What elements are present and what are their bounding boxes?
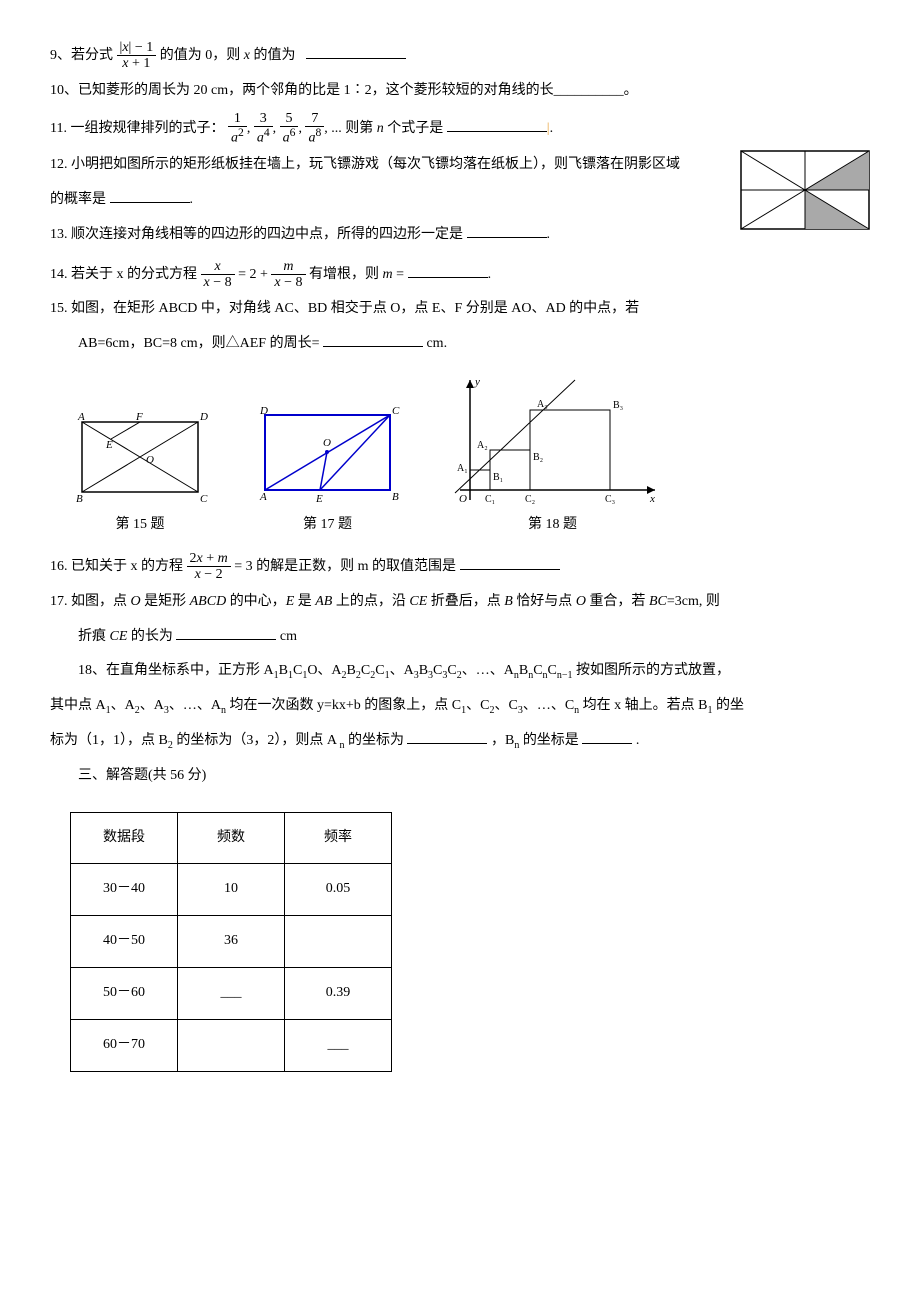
svg-text:O: O [323,437,331,449]
question-15a: 15. 如图，在矩形 ABCD 中，对角线 AC、BD 相交于点 O，点 E、F… [50,294,870,325]
seq-4: 7a8 [305,111,324,146]
q17-blank [176,625,276,640]
q9-fraction: |x| − 1 x + 1 [117,40,157,72]
fig-label-17: 第 17 题 [250,510,405,541]
q15-blank [323,332,423,347]
q9-den: x + 1 [117,56,157,71]
svg-text:y: y [474,376,480,388]
question-18b: 其中点 A1、A2、A3、…、An 均在一次函数 y=kx+b 的图象上，点 C… [50,691,870,722]
table-row: 60－70 ___ [71,1019,392,1071]
q16-frac: 2x + mx − 2 [187,551,231,583]
q12-blank [110,188,190,203]
fig12-svg [740,150,870,230]
q9-prefix: 9、若分式 [50,48,113,63]
question-16: 16. 已知关于 x 的方程 2x + mx − 2 = 3 的解是正数，则 m… [50,551,870,583]
question-11: 11. 一组按规律排列的式子： 1a2, 3a4, 5a6, 7a8, ... … [50,111,870,146]
svg-text:O: O [146,454,154,466]
q14-blank [408,263,488,278]
svg-text:A₃: A₃ [537,399,548,410]
th-2: 频数 [178,812,285,864]
th-1: 数据段 [71,812,178,864]
q18-blank-1 [407,729,487,744]
figures-row: A D B C F O E D C A B E O O x y [70,375,870,505]
q14-left-frac: xx − 8 [201,259,235,291]
frequency-table: 数据段 频数 频率 30－40 10 0.05 40－50 36 50－60 _… [70,812,392,1072]
svg-text:B₁: B₁ [493,472,503,483]
q9-blank [306,44,406,59]
q9-mid: 的值为 0，则 x 的值为 [160,48,296,63]
svg-text:E: E [105,439,113,451]
svg-text:C₁: C₁ [485,494,495,505]
q18-blank-2 [582,729,632,744]
fig17-svg: D C A B E O [250,400,405,505]
seq-3: 5a6 [280,111,299,146]
fig-label-18: 第 18 题 [445,510,660,541]
svg-text:D: D [199,411,208,423]
svg-text:C: C [200,493,208,505]
svg-text:F: F [135,411,143,423]
q9-num: |x| − 1 [117,40,157,56]
svg-text:O: O [459,493,467,505]
question-18a: 18、在直角坐标系中，正方形 A1B1C1O、A2B2C2C1、A3B3C3C2… [50,656,870,687]
svg-text:A₁: A₁ [457,463,468,474]
figure-labels-row: 第 15 题 第 17 题 第 18 题 [70,510,870,541]
q11-prefix: 11. 一组按规律排列的式子： [50,121,224,136]
table-row: 50－60 ___ 0.39 [71,967,392,1019]
q13-blank [467,223,547,238]
q11-blank [447,117,547,132]
svg-text:A₂: A₂ [477,440,488,451]
svg-text:A: A [259,491,267,503]
fig-label-15: 第 15 题 [70,510,210,541]
q11-suffix: 则第 n 个式子是 [345,121,443,136]
seq-2: 3a4 [254,111,273,146]
svg-text:E: E [315,493,323,505]
svg-text:D: D [259,405,268,417]
question-10: 10、已知菱形的周长为 20 cm，两个邻角的比是 1∶2，这个菱形较短的对角线… [50,76,870,107]
table-row: 40－50 36 [71,916,392,968]
svg-text:B₂: B₂ [533,452,543,463]
th-3: 频率 [285,812,392,864]
question-15b: AB=6cm，BC=8 cm，则△AEF 的周长= cm. [50,329,870,360]
fig18-svg: O x y A₁ A₂ A₃ B₁ B₂ B₃ C₁ C₂ C₃ [445,375,660,505]
q16-blank [460,555,560,570]
q14-right-frac: mx − 8 [271,259,305,291]
question-17a: 17. 如图，点 O 是矩形 ABCD 的中心，E 是 AB 上的点，沿 CE … [50,587,870,618]
question-18c: 标为（1，1），点 B2 的坐标为（3，2），则点 A n 的坐标为 ，Bn 的… [50,726,870,757]
seq-1: 1a2 [228,111,247,146]
question-17b: 折痕 CE 的长为 cm [50,622,870,653]
svg-text:C₂: C₂ [525,494,535,505]
table-header-row: 数据段 频数 频率 [71,812,392,864]
svg-text:B₃: B₃ [613,400,623,411]
figure-12 [740,150,870,230]
question-14: 14. 若关于 x 的分式方程 xx − 8 = 2 + mx − 8 有增根，… [50,259,870,291]
fig15-svg: A D B C F O E [70,410,210,505]
svg-text:C: C [392,405,400,417]
svg-text:C₃: C₃ [605,494,615,505]
svg-text:B: B [76,493,83,505]
svg-text:A: A [77,411,85,423]
svg-text:x: x [649,493,655,505]
question-9: 9、若分式 |x| − 1 x + 1 的值为 0，则 x 的值为 [50,40,870,72]
table-row: 30－40 10 0.05 [71,864,392,916]
svg-text:B: B [392,491,399,503]
section-3-heading: 三、解答题(共 56 分) [50,761,870,792]
